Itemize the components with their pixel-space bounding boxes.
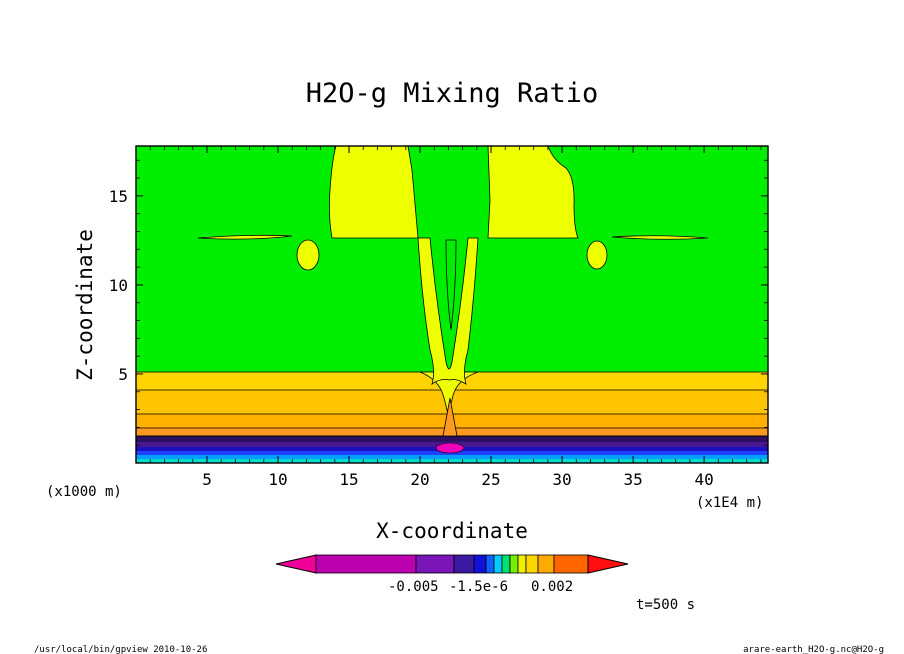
surface-anomaly bbox=[435, 442, 465, 454]
colorbar-segment bbox=[315, 554, 417, 574]
surface-band-5 bbox=[136, 455, 768, 459]
y-tick-label: 10 bbox=[109, 276, 128, 295]
surface-band-6 bbox=[136, 459, 768, 463]
central-spike bbox=[442, 397, 458, 437]
right-blob bbox=[586, 240, 608, 270]
x-tick-label: 5 bbox=[202, 470, 212, 489]
colorbar-segment bbox=[493, 554, 503, 574]
colorbar-segment bbox=[525, 554, 539, 574]
y-tick-label: 5 bbox=[118, 365, 128, 384]
colorbar-left-triangle bbox=[275, 554, 317, 574]
x-tick-label: 40 bbox=[694, 470, 713, 489]
left-blob bbox=[296, 239, 320, 271]
colorbar-segment bbox=[517, 554, 527, 574]
x-unit-left: (x1000 m) bbox=[46, 484, 122, 500]
central-tongue bbox=[417, 237, 479, 386]
colorbar-tick-1: -0.005 bbox=[388, 579, 439, 595]
plot-frame bbox=[135, 145, 769, 464]
tongue-core bbox=[445, 239, 457, 331]
time-annotation: t=500 s bbox=[636, 597, 695, 613]
colorbar bbox=[275, 554, 629, 574]
x-tick-label: 15 bbox=[339, 470, 358, 489]
right-upper-lobe bbox=[487, 145, 579, 239]
y-axis-ticks: 5 10 15 bbox=[109, 159, 768, 446]
x-tick-label: 35 bbox=[623, 470, 642, 489]
colorbar-segment bbox=[415, 554, 455, 574]
x-tick-label: 25 bbox=[481, 470, 500, 489]
colorbar-right-triangle bbox=[587, 554, 629, 574]
colorbar-segment bbox=[453, 554, 475, 574]
colorbar-tick-2: -1.5e-6 bbox=[449, 579, 508, 595]
left-filament bbox=[197, 234, 293, 240]
y-tick-label: 15 bbox=[109, 187, 128, 206]
x-tick-label: 10 bbox=[268, 470, 287, 489]
colorbar-segment bbox=[485, 554, 495, 574]
colorbar-tick-3: 0.002 bbox=[531, 579, 573, 595]
y-axis-label: Z-coordinate bbox=[73, 229, 97, 381]
colorbar-segment bbox=[553, 554, 589, 574]
x-tick-label: 30 bbox=[552, 470, 571, 489]
x-axis-label: X-coordinate bbox=[376, 519, 528, 543]
x-axis-ticks: 5 10 15 20 25 30 35 40 bbox=[149, 146, 762, 489]
colorbar-segment bbox=[509, 554, 519, 574]
plot-area bbox=[135, 145, 769, 464]
chart-title: H2O-g Mixing Ratio bbox=[306, 78, 599, 109]
colorbar-segment bbox=[501, 554, 511, 574]
left-upper-lobe bbox=[328, 145, 419, 239]
x-tick-label: 20 bbox=[410, 470, 429, 489]
surface-band-1 bbox=[136, 436, 768, 442]
right-filament bbox=[611, 235, 709, 240]
x-unit-right: (x1E4 m) bbox=[696, 495, 763, 511]
footer-right: arare-earth_H2O-g.nc@H2O-g bbox=[743, 645, 884, 654]
footer-left: /usr/local/bin/gpview 2010-10-26 bbox=[34, 645, 207, 654]
colorbar-segment bbox=[537, 554, 555, 574]
colorbar-segment bbox=[473, 554, 487, 574]
